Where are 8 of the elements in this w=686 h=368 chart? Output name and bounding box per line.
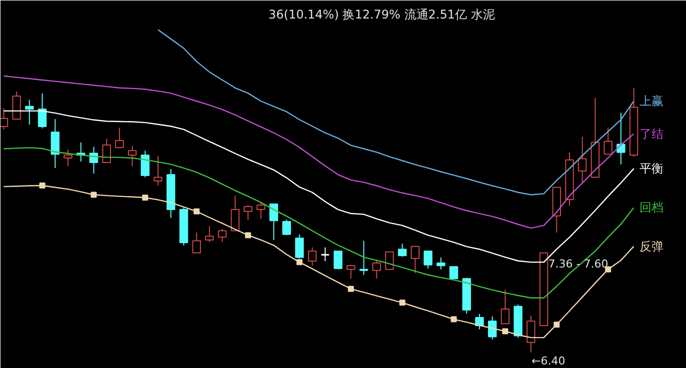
series-label: 上赢	[640, 94, 664, 108]
chart-title: 36(10.14%) 换12.79% 流通2.51亿 水泥	[268, 8, 495, 22]
annotation: 7.36 - 7.60	[548, 258, 608, 271]
series-label: 反弹	[640, 239, 664, 254]
series-label: 回档	[640, 200, 664, 215]
series-label: 了结	[640, 126, 664, 141]
text: ←6.40	[532, 354, 566, 368]
series-label: 平衡	[640, 162, 664, 176]
